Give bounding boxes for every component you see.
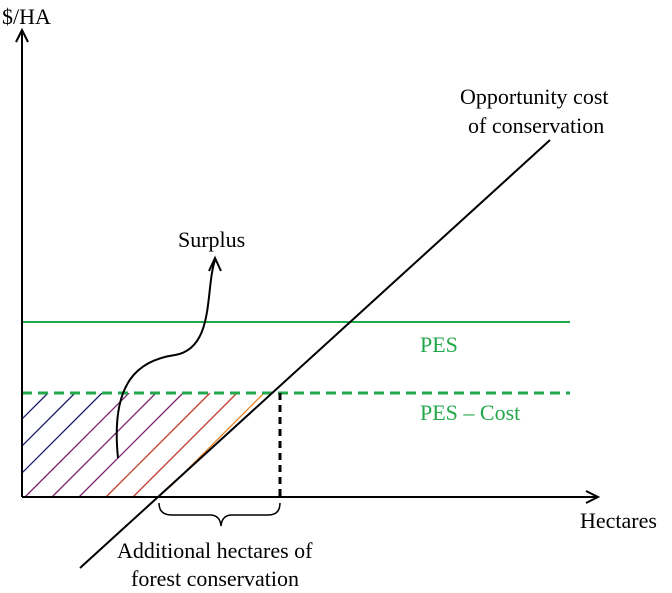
additional-hectares-label-line2: forest conservation bbox=[131, 566, 299, 591]
opportunity-cost-label-line2: of conservation bbox=[468, 113, 604, 138]
x-axis-arrow-icon bbox=[585, 490, 601, 504]
hatch-line bbox=[22, 393, 76, 497]
opportunity-cost-label-line1: Opportunity cost bbox=[460, 84, 609, 109]
brace-icon bbox=[158, 502, 281, 527]
hatch-line bbox=[132, 393, 238, 497]
surplus-label: Surplus bbox=[178, 227, 245, 252]
hatch-line bbox=[213, 393, 280, 497]
hatch-line bbox=[22, 393, 103, 497]
y-axis-label: $/HA bbox=[2, 4, 51, 29]
surplus-arrow bbox=[115, 259, 216, 459]
hatch-line bbox=[105, 393, 211, 497]
hatch-line bbox=[22, 393, 49, 497]
hatch-line bbox=[267, 393, 280, 497]
hatch-line bbox=[240, 393, 280, 497]
hatch-line bbox=[24, 393, 130, 497]
pes-label: PES bbox=[420, 332, 458, 357]
hatch-line bbox=[78, 393, 184, 497]
hatch-line bbox=[51, 393, 157, 497]
additional-hectares-label-line1: Additional hectares of bbox=[117, 538, 313, 563]
y-axis-arrow-icon bbox=[15, 27, 29, 43]
hatch-line bbox=[295, 393, 399, 497]
surplus-arrow-head-icon bbox=[208, 255, 222, 272]
hatch-line bbox=[0, 393, 21, 497]
pes-minus-cost-label: PES – Cost bbox=[420, 400, 520, 425]
surplus-hatch-area bbox=[0, 393, 399, 497]
opportunity-cost-line bbox=[79, 139, 551, 569]
hatch-line bbox=[186, 393, 280, 497]
x-axis-label: Hectares bbox=[580, 508, 657, 533]
